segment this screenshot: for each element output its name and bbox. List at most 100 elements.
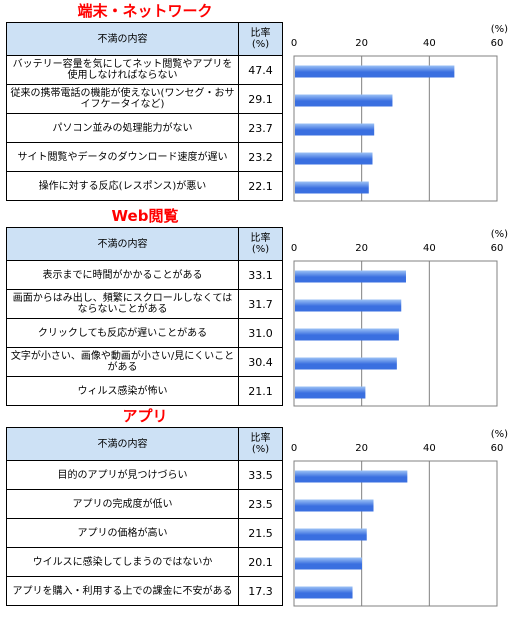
x-tick-label: 60 (491, 38, 504, 49)
header-value-unit: (%) (251, 444, 270, 455)
table-header-row: 不満の内容 比率 (%) (6, 427, 283, 461)
x-tick-label: 40 (423, 38, 436, 49)
unit-label: (%) (491, 24, 508, 35)
row-value: 23.5 (238, 489, 283, 519)
row-description: ウイルスに感染してしまうのではないか (6, 547, 239, 577)
row-description: クリックしても反応が遅いことがある (6, 318, 239, 348)
row-description: アプリの価格が高い (6, 518, 239, 548)
row-description: 画面からはみ出し、頻繁にスクロールしなくてはならないことがある (6, 289, 239, 319)
x-tick-label: 60 (491, 443, 504, 454)
header-value-label: 比率 (250, 28, 271, 39)
plot-frame (293, 460, 498, 607)
bar (295, 499, 374, 512)
unit-label: (%) (491, 429, 508, 440)
header-value-label: 比率 (250, 433, 271, 444)
row-description: アプリの完成度が低い (6, 489, 239, 519)
header-value-unit: (%) (251, 39, 270, 50)
chart-section-1: 端末・ネットワーク 不満の内容 比率 (%) バッテリー容量を気にしてネット閲覧やアプリ… (0, 0, 522, 204)
bar-chart: (%) 0 20 40 60 (291, 24, 508, 202)
row-value: 23.7 (238, 113, 283, 143)
bar-chart: (%) 0 20 40 60 (291, 229, 508, 407)
table-row: 目的のアプリが見つけづらい 33.5 (6, 460, 283, 490)
table-row: ウイルスに感染してしまうのではないか 20.1 (6, 547, 283, 577)
bar (295, 270, 406, 283)
chart-section-3: アプリ 不満の内容 比率 (%) 目的のアプリが見つけづらい 33.5 アプリの完成度が低い… (0, 405, 522, 609)
row-description: 目的のアプリが見つけづらい (6, 460, 239, 490)
unit-label: (%) (491, 229, 508, 240)
table-row: アプリを購入・利用する上での課金に不安がある 17.3 (6, 576, 283, 606)
chart-section-2: Web閲覧 不満の内容 比率 (%) 表示までに時間がかかることがある 33.1 画面からは… (0, 205, 522, 409)
section-title: Web閲覧 (111, 207, 179, 225)
row-value: 31.0 (238, 318, 283, 348)
bar (295, 123, 375, 136)
header-value: 比率 (%) (238, 227, 283, 261)
data-table: 不満の内容 比率 (%) バッテリー容量を気にしてネット閲覧やアプリを使用しなければな… (6, 22, 283, 201)
header-value-unit: (%) (251, 244, 270, 255)
table-row: アプリの価格が高い 21.5 (6, 518, 283, 548)
row-description: バッテリー容量を気にしてネット閲覧やアプリを使用しなければならない (6, 55, 239, 85)
table-row: バッテリー容量を気にしてネット閲覧やアプリを使用しなければならない 47.4 (6, 55, 283, 85)
data-table: 不満の内容 比率 (%) 表示までに時間がかかることがある 33.1 画面からはみ出し、頻… (6, 227, 283, 406)
row-value: 31.7 (238, 289, 283, 319)
plot-frame (293, 260, 498, 407)
header-desc: 不満の内容 (6, 427, 239, 461)
x-tick-label: 0 (291, 243, 297, 254)
table-row: パソコン並みの処理能力がない 23.7 (6, 113, 283, 143)
row-value: 30.4 (238, 347, 283, 377)
bar (295, 94, 393, 107)
bar-chart: (%) 0 20 40 60 (291, 429, 508, 607)
table-row: サイト閲覧やデータのダウンロード速度が遅い 23.2 (6, 142, 283, 172)
row-description: パソコン並みの処理能力がない (6, 113, 239, 143)
bar (295, 528, 367, 541)
row-value: 17.3 (238, 576, 283, 606)
table-row: 画面からはみ出し、頻繁にスクロールしなくてはならないことがある 31.7 (6, 289, 283, 319)
row-value: 21.1 (238, 376, 283, 406)
x-tick-label: 0 (291, 443, 297, 454)
table-row: ウィルス感染が怖い 21.1 (6, 376, 283, 406)
table-header-row: 不満の内容 比率 (%) (6, 227, 283, 261)
table-row: 従来の携帯電話の機能が使えない(ワンセグ・おサイフケータイなど) 29.1 (6, 84, 283, 114)
section-title: アプリ (122, 407, 168, 425)
header-desc: 不満の内容 (6, 227, 239, 261)
table-row: 文字が小さい、画像や動画が小さい/見にくいことがある 30.4 (6, 347, 283, 377)
row-value: 21.5 (238, 518, 283, 548)
bar (295, 357, 397, 370)
table-row: 表示までに時間がかかることがある 33.1 (6, 260, 283, 290)
header-value: 比率 (%) (238, 22, 283, 56)
row-description: ウィルス感染が怖い (6, 376, 239, 406)
row-value: 33.5 (238, 460, 283, 490)
table-row: アプリの完成度が低い 23.5 (6, 489, 283, 519)
x-tick-label: 20 (355, 243, 368, 254)
row-description: 文字が小さい、画像や動画が小さい/見にくいことがある (6, 347, 239, 377)
bar (295, 152, 373, 165)
header-desc: 不満の内容 (6, 22, 239, 56)
row-value: 29.1 (238, 84, 283, 114)
bar (295, 557, 363, 570)
row-value: 20.1 (238, 547, 283, 577)
row-description: 操作に対する反応(レスポンス)が悪い (6, 171, 239, 201)
x-tick-label: 40 (423, 443, 436, 454)
x-tick-label: 60 (491, 243, 504, 254)
table-row: 操作に対する反応(レスポンス)が悪い 22.1 (6, 171, 283, 201)
bar (295, 386, 366, 399)
header-value: 比率 (%) (238, 427, 283, 461)
bar (295, 181, 369, 194)
section-title: 端末・ネットワーク (77, 2, 213, 20)
x-tick-label: 0 (291, 38, 297, 49)
bar (295, 586, 353, 599)
header-value-label: 比率 (250, 233, 271, 244)
row-value: 22.1 (238, 171, 283, 201)
row-value: 23.2 (238, 142, 283, 172)
plot-frame (293, 55, 498, 202)
bar (295, 328, 399, 341)
bar (295, 470, 408, 483)
table-header-row: 不満の内容 比率 (%) (6, 22, 283, 56)
x-tick-label: 20 (355, 38, 368, 49)
data-table: 不満の内容 比率 (%) 目的のアプリが見つけづらい 33.5 アプリの完成度が低い 23.… (6, 427, 283, 606)
row-value: 47.4 (238, 55, 283, 85)
row-value: 33.1 (238, 260, 283, 290)
row-description: 従来の携帯電話の機能が使えない(ワンセグ・おサイフケータイなど) (6, 84, 239, 114)
table-row: クリックしても反応が遅いことがある 31.0 (6, 318, 283, 348)
row-description: 表示までに時間がかかることがある (6, 260, 239, 290)
bar (295, 65, 455, 78)
